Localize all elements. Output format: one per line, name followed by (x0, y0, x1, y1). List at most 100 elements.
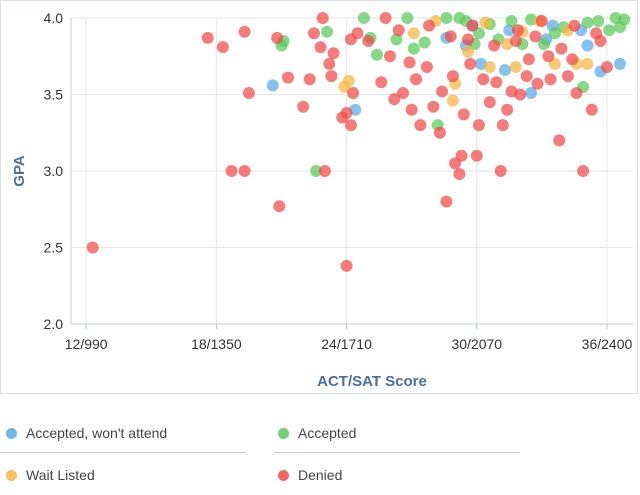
point-denied (316, 12, 329, 24)
point-accepted-won-t-attend (525, 86, 538, 99)
point-denied (590, 27, 603, 40)
point-denied (522, 53, 535, 66)
point-denied (225, 165, 238, 177)
point-wait-listed (446, 94, 459, 107)
point-denied (340, 106, 353, 119)
legend-item-accepted[interactable]: Accepted (278, 419, 356, 447)
legend-marker-wait-listed (6, 469, 17, 481)
point-denied (496, 119, 509, 132)
point-denied (544, 73, 557, 86)
data-points (86, 12, 631, 272)
point-denied (403, 56, 416, 69)
point-denied (344, 119, 357, 132)
legend-marker-accepted-wont-attend (6, 427, 17, 439)
point-wait-listed (407, 27, 420, 40)
point-denied (453, 168, 466, 181)
y-tick-label: 3.0 (44, 163, 64, 179)
point-accepted (581, 16, 594, 29)
x-axis-title: ACT/SAT Score (317, 373, 427, 390)
point-denied (501, 103, 514, 116)
x-tick-label: 30/2070 (451, 336, 502, 352)
point-denied (566, 53, 579, 66)
point-denied (520, 70, 533, 83)
point-denied (325, 70, 338, 83)
scatter-plot: 2.0 2.5 3.0 3.5 4.0 12/990 18/1350 24/1710 30/20… (11, 10, 633, 390)
point-denied (86, 241, 99, 254)
point-denied (535, 15, 548, 28)
point-denied (379, 12, 392, 24)
point-denied (414, 119, 427, 132)
point-denied (318, 165, 331, 177)
legend: Accepted, won't attend Accepted Wait Lis… (0, 404, 640, 495)
point-accepted (407, 42, 420, 55)
point-denied (488, 39, 501, 52)
point-accepted-won-t-attend (581, 39, 594, 52)
point-denied (494, 165, 507, 177)
point-denied (490, 76, 503, 89)
point-denied (600, 60, 613, 73)
point-denied (340, 259, 353, 272)
point-accepted-won-t-attend (498, 64, 511, 77)
point-denied (509, 34, 522, 47)
tick-labels: 2.0 2.5 3.0 3.5 4.0 12/990 18/1350 24/1710 30/20… (44, 10, 633, 352)
point-denied (570, 86, 583, 99)
legend-label: Accepted (298, 425, 357, 441)
legend-marker-denied (278, 469, 289, 481)
legend-item-denied[interactable]: Denied (278, 461, 342, 489)
point-wait-listed (338, 80, 351, 93)
point-accepted (390, 33, 403, 46)
point-denied (238, 165, 251, 177)
point-denied (423, 19, 436, 32)
point-denied (238, 25, 251, 38)
point-denied (297, 100, 310, 113)
point-denied (446, 70, 459, 83)
point-denied (477, 73, 490, 86)
point-denied (420, 60, 433, 73)
point-accepted (418, 36, 431, 49)
y-axis-title: GPA (11, 155, 28, 187)
point-denied (410, 73, 423, 86)
point-wait-listed (483, 60, 496, 73)
point-denied (577, 165, 590, 177)
point-denied (555, 42, 568, 55)
point-denied (464, 57, 477, 70)
legend-item-accepted-wont-attend[interactable]: Accepted, won't attend (6, 419, 167, 447)
point-accepted (310, 165, 323, 177)
point-accepted (548, 27, 561, 40)
point-denied (472, 119, 485, 132)
legend-item-wait-listed[interactable]: Wait Listed (6, 461, 95, 489)
point-denied (242, 86, 255, 99)
point-denied (511, 24, 524, 37)
point-wait-listed (581, 57, 594, 70)
point-denied (405, 103, 418, 116)
point-denied (436, 85, 449, 98)
point-wait-listed (462, 45, 475, 58)
y-tick-label: 2.0 (44, 316, 64, 332)
point-denied (314, 41, 327, 54)
point-denied (308, 27, 321, 40)
legend-divider (0, 452, 246, 453)
point-denied (455, 149, 468, 162)
legend-label: Denied (298, 467, 343, 483)
chart-frame: 2.0 2.5 3.0 3.5 4.0 12/990 18/1350 24/1710 30/20… (0, 0, 638, 394)
point-accepted (401, 12, 414, 24)
point-denied (201, 31, 214, 44)
point-denied (327, 47, 340, 60)
point-denied (483, 96, 496, 109)
point-denied (470, 149, 483, 162)
point-accepted (505, 15, 518, 28)
point-denied (542, 50, 555, 63)
point-denied (351, 27, 364, 40)
point-denied (281, 71, 294, 84)
point-denied (457, 108, 470, 121)
point-wait-listed (479, 16, 492, 29)
point-denied (216, 41, 229, 54)
point-accepted (453, 12, 466, 24)
point-accepted (609, 12, 622, 24)
point-denied (303, 73, 316, 86)
legend-label: Accepted, won't attend (26, 425, 168, 441)
legend-divider (274, 452, 520, 453)
y-tick-label: 3.5 (44, 87, 64, 103)
point-accepted (357, 12, 370, 24)
point-accepted (440, 12, 453, 24)
